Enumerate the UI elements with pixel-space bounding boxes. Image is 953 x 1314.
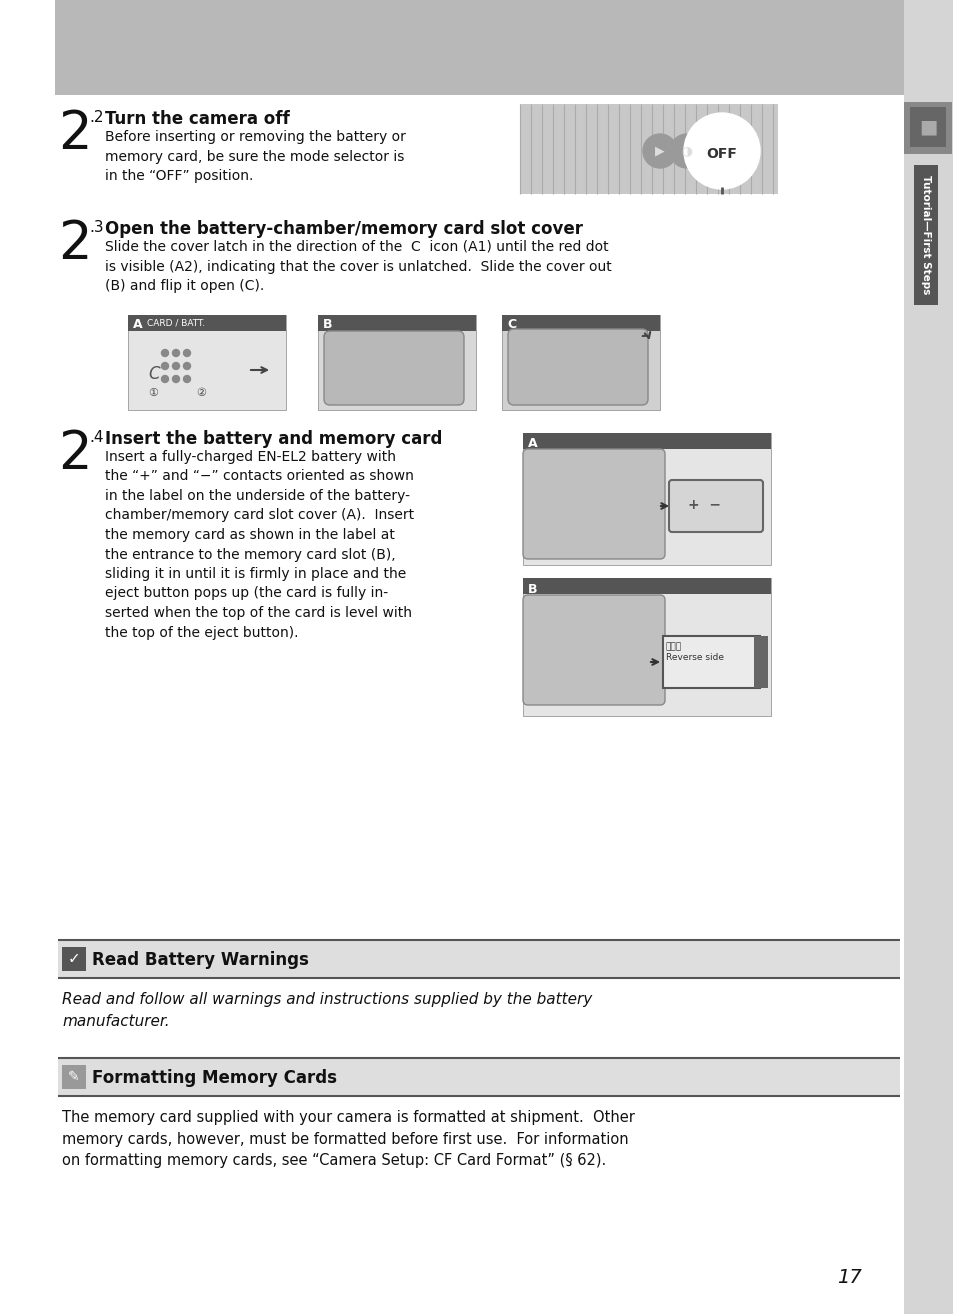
FancyBboxPatch shape [668, 480, 762, 532]
Circle shape [161, 363, 169, 369]
Text: Open the battery-chamber/memory card slot cover: Open the battery-chamber/memory card slo… [105, 219, 582, 238]
Circle shape [669, 134, 703, 168]
Text: Insert a fully-charged EN-EL2 battery with
the “+” and “−” contacts oriented as : Insert a fully-charged EN-EL2 battery wi… [105, 449, 414, 640]
Text: 17: 17 [837, 1268, 862, 1286]
Bar [522, 578, 770, 716]
Circle shape [183, 363, 191, 369]
Circle shape [172, 350, 179, 356]
Bar [62, 947, 86, 971]
Bar [128, 315, 286, 331]
Text: Read Battery Warnings: Read Battery Warnings [91, 951, 309, 968]
Bar [317, 315, 476, 410]
Bar [662, 636, 760, 689]
Text: 2: 2 [58, 108, 91, 160]
FancyBboxPatch shape [507, 328, 647, 405]
Text: C: C [148, 365, 159, 382]
Text: Slide the cover latch in the direction of the  C  icon (A1) until the red dot
is: Slide the cover latch in the direction o… [105, 240, 611, 293]
Bar [58, 1058, 899, 1096]
Bar [913, 166, 937, 305]
Bar [62, 1066, 86, 1089]
Text: Read and follow all warnings and instructions supplied by the battery
manufactur: Read and follow all warnings and instruc… [62, 992, 592, 1029]
Text: +  −: + − [687, 498, 720, 512]
Text: Formatting Memory Cards: Formatting Memory Cards [91, 1070, 336, 1087]
Text: うら面
Reverse side: うら面 Reverse side [665, 643, 723, 662]
FancyBboxPatch shape [522, 595, 664, 706]
Bar [55, 0, 917, 95]
Text: ◑: ◑ [680, 145, 692, 158]
Text: ✎: ✎ [68, 1070, 80, 1084]
Circle shape [642, 134, 677, 168]
Circle shape [683, 113, 760, 189]
Text: Before inserting or removing the battery or
memory card, be sure the mode select: Before inserting or removing the battery… [105, 130, 405, 183]
Bar [58, 940, 899, 978]
Text: ▶: ▶ [655, 145, 664, 158]
Text: .3: .3 [89, 219, 104, 235]
Text: ✓: ✓ [68, 951, 80, 967]
Text: .4: .4 [89, 430, 103, 445]
Bar [903, 0, 953, 1314]
FancyBboxPatch shape [522, 449, 664, 558]
FancyBboxPatch shape [324, 331, 463, 405]
Circle shape [161, 350, 169, 356]
Text: B: B [323, 318, 333, 331]
Circle shape [172, 363, 179, 369]
Bar [128, 315, 286, 410]
Circle shape [183, 376, 191, 382]
Circle shape [172, 376, 179, 382]
Text: 2: 2 [58, 428, 91, 480]
Text: A: A [132, 318, 143, 331]
Bar [522, 578, 770, 594]
Text: ■: ■ [918, 117, 936, 137]
Text: OFF: OFF [705, 147, 736, 162]
Text: B: B [527, 583, 537, 597]
Bar [522, 434, 770, 565]
Bar [501, 315, 659, 410]
Text: CARD / BATT.: CARD / BATT. [147, 318, 205, 327]
Bar [519, 104, 778, 194]
Bar [317, 315, 476, 331]
Bar [662, 636, 760, 689]
Bar [903, 102, 951, 154]
Circle shape [183, 350, 191, 356]
Text: A: A [527, 438, 537, 449]
Text: Insert the battery and memory card: Insert the battery and memory card [105, 430, 442, 448]
Bar [522, 434, 770, 449]
Text: Tutorial—First Steps: Tutorial—First Steps [920, 175, 930, 294]
Text: Turn the camera off: Turn the camera off [105, 110, 290, 127]
Bar [909, 106, 945, 147]
Text: ②: ② [195, 388, 206, 398]
Circle shape [161, 376, 169, 382]
Text: 2: 2 [58, 218, 91, 269]
Text: ①: ① [148, 388, 158, 398]
Text: C: C [506, 318, 516, 331]
Text: The memory card supplied with your camera is formatted at shipment.  Other
memor: The memory card supplied with your camer… [62, 1110, 634, 1168]
Text: .2: .2 [89, 110, 103, 125]
Bar [753, 636, 767, 689]
Bar [501, 315, 659, 331]
